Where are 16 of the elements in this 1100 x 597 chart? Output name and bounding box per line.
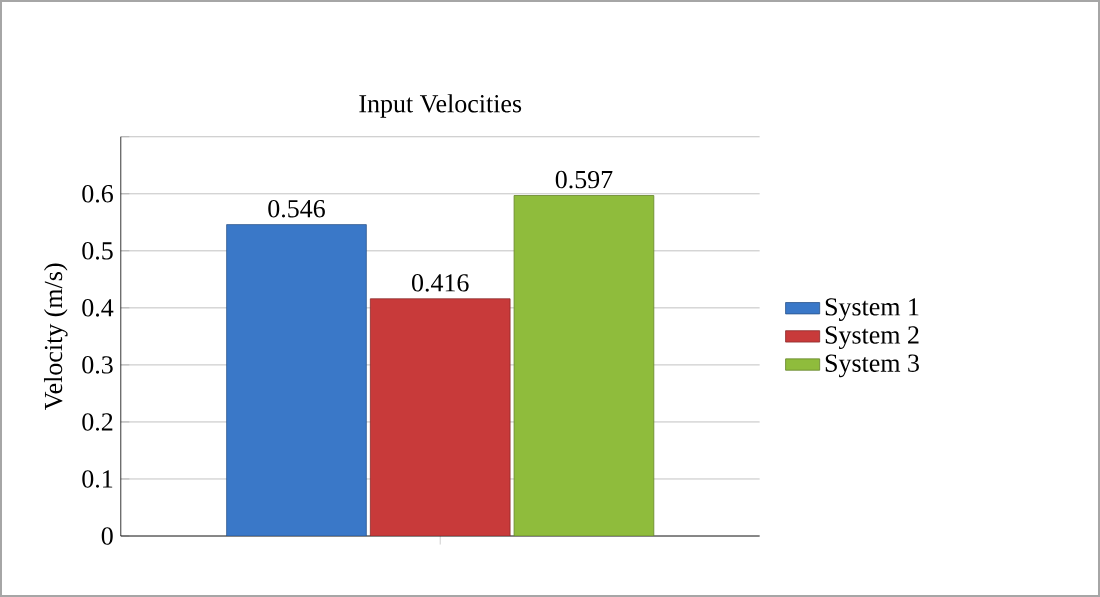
y-tick-label: 0.4: [82, 299, 114, 317]
data-label: 0.546: [268, 199, 325, 218]
data-label: 0.416: [412, 274, 469, 292]
data-label: 0.597: [555, 170, 613, 189]
y-tick-label: 0.1: [82, 470, 113, 488]
legend-label: System 3: [825, 354, 919, 378]
y-tick-label: 0.6: [82, 185, 113, 203]
y-tick-label: 0.5: [82, 242, 113, 260]
bar: [513, 195, 655, 537]
legend-label: System 1: [825, 298, 919, 321]
y-tick-label: 0: [101, 527, 113, 545]
legend-label: System 2: [825, 326, 919, 350]
y-tick-label: 0.2: [82, 413, 113, 431]
y-tick-label: 0.3: [82, 356, 113, 374]
chart-title: Input Velocities: [359, 94, 522, 118]
y-axis-title: Velocity (m/s): [43, 263, 68, 411]
